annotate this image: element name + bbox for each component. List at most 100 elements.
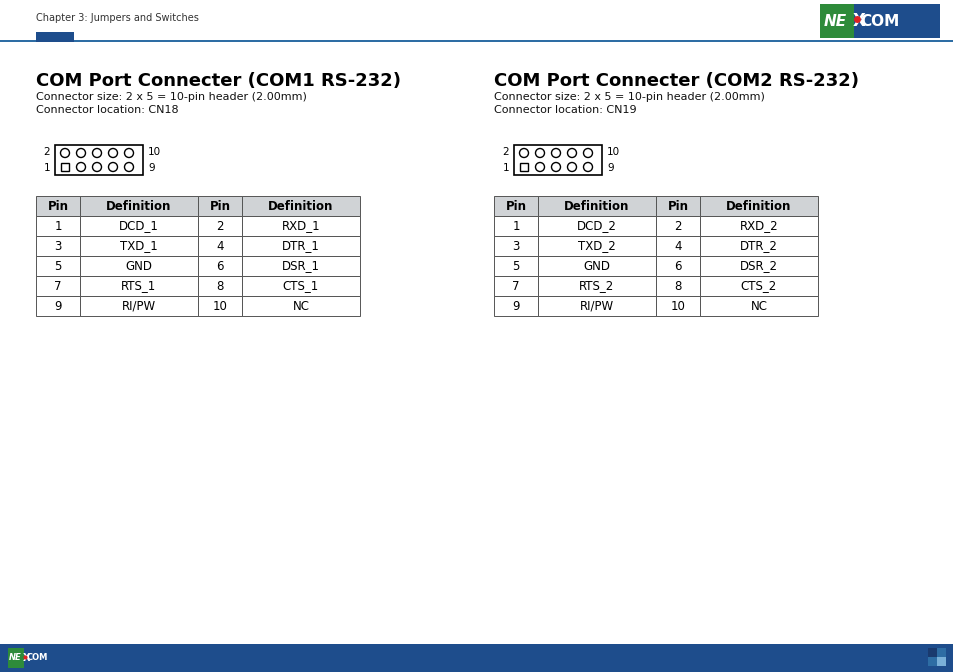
Bar (8, 648, 24, 668)
Text: 8: 8 (674, 280, 681, 292)
Text: X: X (23, 653, 30, 663)
Bar (700, 296, 817, 316)
Text: COM: COM (859, 13, 899, 28)
Text: 1: 1 (54, 220, 62, 233)
Bar (820, 4, 853, 38)
Bar (36, 216, 80, 236)
Text: Connector location: CN19: Connector location: CN19 (494, 105, 636, 115)
Bar (494, 196, 537, 216)
Bar (537, 236, 656, 256)
Text: COM Port Connecter (COM2 RS-232): COM Port Connecter (COM2 RS-232) (494, 72, 858, 90)
Bar (36, 32, 74, 42)
Bar (36, 296, 80, 316)
Bar (80, 196, 198, 216)
Text: 10: 10 (606, 147, 619, 157)
Text: DSR_2: DSR_2 (740, 259, 778, 273)
Text: 8: 8 (216, 280, 223, 292)
Text: RI/PW: RI/PW (122, 300, 156, 312)
Text: RTS_1: RTS_1 (121, 280, 156, 292)
Bar (80, 296, 198, 316)
Text: 5: 5 (512, 259, 519, 273)
Text: COM Port Connecter (COM1 RS-232): COM Port Connecter (COM1 RS-232) (36, 72, 400, 90)
Text: 9: 9 (606, 163, 613, 173)
Bar (700, 256, 817, 276)
Bar (537, 196, 656, 216)
Text: RTS_2: RTS_2 (578, 280, 614, 292)
Text: 10: 10 (213, 300, 227, 312)
Bar (80, 276, 198, 296)
Text: NC: NC (293, 300, 309, 312)
Bar (537, 276, 656, 296)
Text: 10: 10 (148, 147, 161, 157)
Text: GND: GND (583, 259, 610, 273)
Bar (537, 296, 656, 316)
Text: 1: 1 (502, 163, 509, 173)
Text: 5: 5 (54, 259, 62, 273)
Bar (36, 276, 80, 296)
Bar (198, 196, 242, 216)
Text: 2: 2 (502, 147, 509, 157)
Bar (494, 276, 537, 296)
Bar (242, 256, 359, 276)
Text: 3: 3 (512, 239, 519, 253)
Text: 9: 9 (512, 300, 519, 312)
Bar (242, 276, 359, 296)
Text: 3: 3 (54, 239, 62, 253)
Bar (198, 236, 242, 256)
Text: COM: COM (27, 653, 49, 663)
Bar (80, 236, 198, 256)
Bar (36, 196, 80, 216)
Text: 2: 2 (216, 220, 224, 233)
Bar (8, 648, 62, 668)
Text: GND: GND (126, 259, 152, 273)
Bar (700, 236, 817, 256)
Text: Pin: Pin (667, 200, 688, 212)
Bar (242, 196, 359, 216)
Bar (936, 657, 945, 666)
Bar (494, 296, 537, 316)
Text: TXD_1: TXD_1 (120, 239, 157, 253)
Bar (656, 196, 700, 216)
Text: 2: 2 (43, 147, 50, 157)
Text: DTR_1: DTR_1 (282, 239, 319, 253)
Text: X: X (852, 12, 865, 30)
Bar (820, 4, 939, 38)
Text: RI/PW: RI/PW (579, 300, 614, 312)
Text: 1: 1 (512, 220, 519, 233)
Bar (36, 236, 80, 256)
Bar (36, 256, 80, 276)
Bar (198, 256, 242, 276)
Bar (242, 296, 359, 316)
Bar (927, 657, 936, 666)
Bar (656, 236, 700, 256)
Text: NE: NE (9, 653, 22, 663)
Text: Pin: Pin (48, 200, 69, 212)
Bar (656, 276, 700, 296)
Text: Definition: Definition (268, 200, 334, 212)
Text: 9: 9 (54, 300, 62, 312)
Text: DSR_1: DSR_1 (282, 259, 319, 273)
Text: CTS_2: CTS_2 (740, 280, 777, 292)
Bar (927, 648, 936, 657)
Text: NE: NE (823, 13, 846, 28)
Text: 7: 7 (54, 280, 62, 292)
Bar (700, 216, 817, 236)
Bar (656, 216, 700, 236)
Text: 7: 7 (512, 280, 519, 292)
Text: 10: 10 (670, 300, 684, 312)
Bar (0, 644, 953, 672)
Bar (198, 276, 242, 296)
Bar (537, 256, 656, 276)
Bar (537, 216, 656, 236)
Bar (494, 236, 537, 256)
Bar (0, 40, 953, 42)
Bar (519, 163, 527, 171)
Bar (494, 256, 537, 276)
Text: RXD_1: RXD_1 (281, 220, 320, 233)
Text: DCD_1: DCD_1 (119, 220, 159, 233)
Text: CTS_1: CTS_1 (283, 280, 319, 292)
Text: Definition: Definition (725, 200, 791, 212)
Text: DCD_2: DCD_2 (577, 220, 617, 233)
Text: Connector size: 2 x 5 = 10-pin header (2.00mm): Connector size: 2 x 5 = 10-pin header (2… (36, 92, 307, 102)
Bar (656, 296, 700, 316)
